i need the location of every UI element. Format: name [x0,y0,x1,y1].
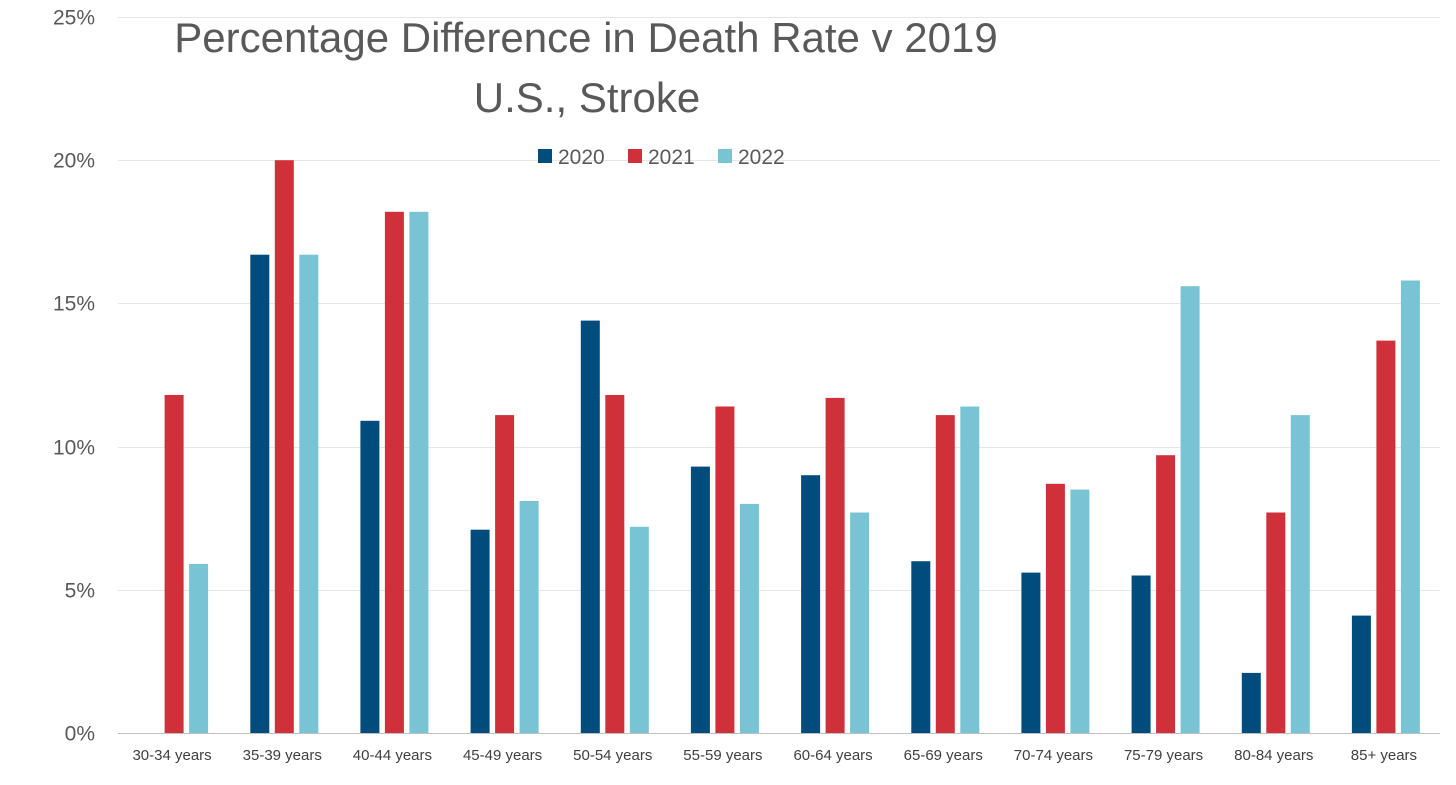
bar-2022-70-74-years [1070,489,1090,733]
bar-2022-65-69-years [960,406,980,733]
legend: 2020 2021 2022 [538,146,785,169]
y-tick-label: 10% [53,437,95,460]
x-tick-label: 80-84 years [1234,747,1313,764]
bar-2021-45-49-years [495,415,515,733]
x-tick-label: 70-74 years [1014,747,1093,764]
bar-2021-75-79-years [1156,455,1176,733]
y-tick-label: 20% [53,150,95,173]
legend-swatch-2020 [538,149,552,163]
bar-2021-40-44-years [384,211,404,734]
x-tick-label: 40-44 years [353,747,432,764]
legend-swatch-2021 [628,149,642,163]
bar-2020-65-69-years [911,561,931,733]
bar-2022-85-years [1400,280,1420,733]
bar-2021-55-59-years [715,406,735,733]
bar-2020-70-74-years [1021,572,1041,733]
bar-2020-50-54-years [580,320,600,733]
bar-2020-60-64-years [801,475,821,733]
legend-swatch-2022 [718,149,732,163]
bar-2020-45-49-years [470,529,490,733]
bar-2020-85-years [1351,615,1371,733]
gridlines [118,17,1440,591]
bars [164,160,1420,734]
bar-2022-35-39-years [299,254,319,733]
y-tick-label: 5% [65,580,95,603]
bar-2022-75-79-years [1180,286,1200,733]
bar-2020-80-84-years [1241,672,1261,733]
legend-label-2021: 2021 [648,146,695,169]
bar-2020-35-39-years [250,254,270,733]
bar-2022-30-34-years [189,564,209,733]
y-tick-label: 0% [65,723,95,746]
legend-label-2022: 2022 [738,146,785,169]
x-tick-label: 45-49 years [463,747,542,764]
bar-2020-40-44-years [360,420,380,733]
bar-2022-50-54-years [629,526,649,733]
x-tick-label: 75-79 years [1124,747,1203,764]
bar-2021-60-64-years [825,397,845,733]
bar-2022-45-49-years [519,501,539,733]
y-axis-ticks: 0% 5% 10% 15% 20% 25% [53,7,95,746]
bar-2021-65-69-years [935,415,955,733]
chart-subtitle: U.S., Stroke [474,74,700,121]
bar-2022-55-59-years [739,503,759,733]
x-axis-ticks: 30-34 years 35-39 years 40-44 years 45-49 y… [132,747,1417,764]
y-tick-label: 25% [53,7,95,30]
legend-label-2020: 2020 [558,146,605,169]
bar-2022-80-84-years [1290,415,1310,733]
bar-2022-40-44-years [409,211,429,734]
bar-2020-55-59-years [690,466,710,733]
x-tick-label: 35-39 years [243,747,322,764]
x-tick-label: 85+ years [1351,747,1417,764]
x-tick-label: 55-59 years [683,747,762,764]
bar-2021-50-54-years [605,395,625,733]
y-tick-label: 15% [53,293,95,316]
bar-2021-35-39-years [274,160,294,733]
bar-2021-30-34-years [164,395,184,733]
x-tick-label: 50-54 years [573,747,652,764]
bar-2020-75-79-years [1131,575,1151,733]
chart-title: Percentage Difference in Death Rate v 20… [174,14,997,61]
bar-2021-70-74-years [1045,483,1065,733]
bar-2021-80-84-years [1266,512,1286,733]
x-tick-label: 60-64 years [793,747,872,764]
x-tick-label: 65-69 years [904,747,983,764]
bar-2022-60-64-years [850,512,870,733]
bar-2021-85-years [1376,340,1396,733]
x-tick-label: 30-34 years [132,747,211,764]
